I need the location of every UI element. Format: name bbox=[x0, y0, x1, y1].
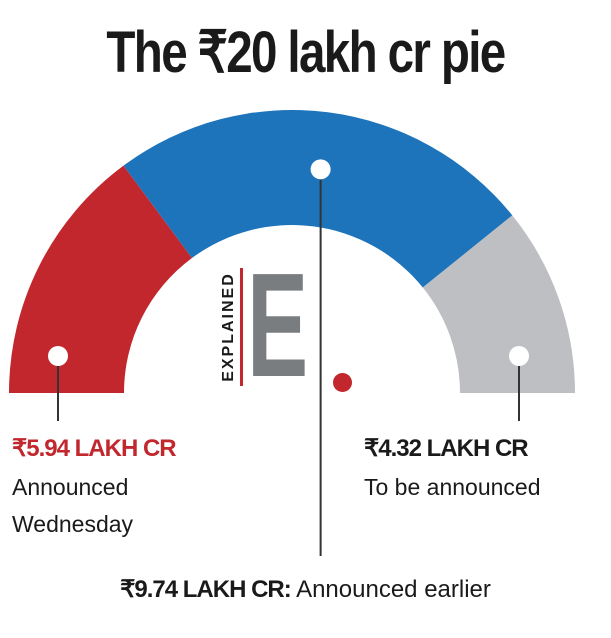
slice-desc-line-wednesday: Wednesday bbox=[12, 511, 134, 537]
slice-desc-line-to-be-announced: To be announced bbox=[364, 474, 541, 500]
slice-value-label-announced-wednesday: ₹5.94 LAKH CR bbox=[12, 435, 177, 462]
chart-title: The ₹20 lakh cr pie bbox=[106, 20, 506, 85]
marker-dot-to-be-announced bbox=[509, 346, 529, 366]
slice-value-label-to-be-announced: ₹4.32 LAKH CR bbox=[364, 435, 529, 462]
marker-dot-announced-earlier bbox=[310, 159, 331, 180]
slice-value-label-announced-earlier: ₹9.74 LAKH CR: bbox=[120, 576, 292, 603]
slice-label-announced-earlier: ₹9.74 LAKH CR: Announced earlier bbox=[0, 575, 611, 604]
pie-slice-announced-wednesday bbox=[9, 165, 192, 393]
slice-desc-line-announced-earlier: Announced earlier bbox=[296, 576, 491, 603]
slice-desc-line-announced: Announced bbox=[12, 474, 129, 500]
pie-slice-announced-earlier bbox=[123, 110, 513, 288]
explained-logo-text: EXPLAINED bbox=[220, 272, 237, 382]
explained-logo-bar bbox=[240, 268, 243, 386]
pie-slice-to-be-announced bbox=[422, 215, 575, 393]
explained-logo-word: EXPLAINED bbox=[220, 268, 237, 386]
explained-logo-letter: E bbox=[247, 243, 309, 408]
explained-logo-dot bbox=[333, 373, 352, 392]
marker-dot-announced-wednesday bbox=[48, 346, 68, 366]
